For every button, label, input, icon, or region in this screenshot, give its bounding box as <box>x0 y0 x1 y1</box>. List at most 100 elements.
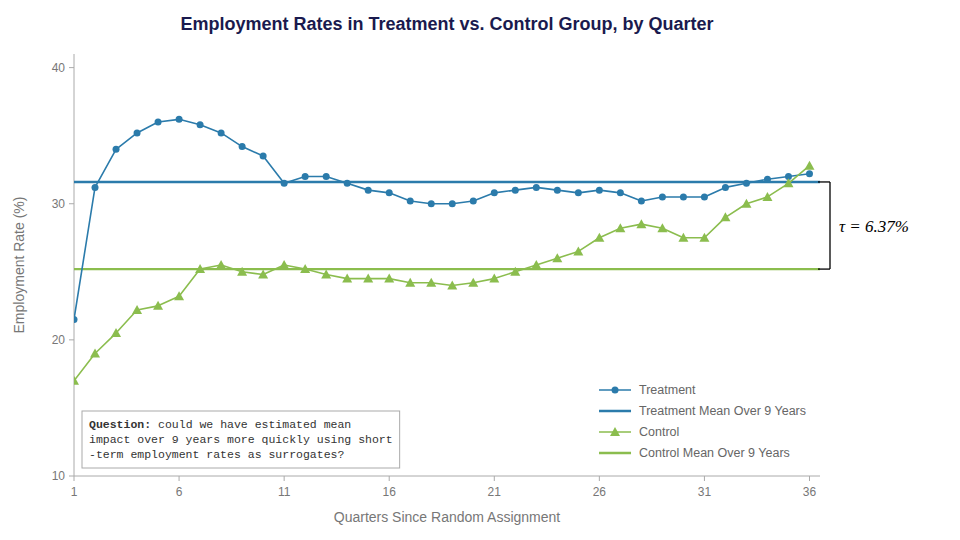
marker <box>447 280 457 289</box>
x-tick <box>809 476 810 481</box>
marker <box>153 301 163 310</box>
marker <box>762 192 772 201</box>
chart: Employment Rates in Treatment vs. Contro… <box>0 0 960 540</box>
x-tick <box>599 476 600 481</box>
marker <box>363 274 373 283</box>
legend-swatch <box>599 410 631 412</box>
marker <box>699 233 709 242</box>
marker <box>806 170 813 177</box>
annotation-line: could we have estimated mean <box>151 418 351 431</box>
marker <box>573 246 583 255</box>
bracket-tick <box>818 181 830 182</box>
marker <box>197 121 204 128</box>
marker <box>321 270 331 279</box>
marker <box>216 260 226 269</box>
annotation-box <box>82 411 400 468</box>
marker <box>260 153 267 160</box>
marker <box>783 178 793 187</box>
marker <box>174 291 184 300</box>
x-tick-label: 31 <box>698 485 712 499</box>
legend-label: Treatment <box>639 383 696 397</box>
marker <box>804 161 814 170</box>
marker <box>531 260 541 269</box>
marker <box>407 198 414 205</box>
marker <box>113 146 120 153</box>
bracket-line <box>829 182 830 269</box>
marker <box>302 173 309 180</box>
marker <box>132 305 142 314</box>
marker <box>657 223 667 232</box>
marker <box>426 278 436 287</box>
marker <box>258 270 268 279</box>
marker <box>111 328 121 337</box>
x-tick-label: 21 <box>488 485 502 499</box>
marker <box>218 129 225 136</box>
marker <box>678 233 688 242</box>
y-tick-label: 10 <box>52 469 66 483</box>
marker <box>90 348 100 357</box>
marker <box>741 199 751 208</box>
marker <box>155 119 162 126</box>
marker <box>743 180 750 187</box>
x-axis-label: Quarters Since Random Assignment <box>334 509 561 525</box>
legend: Treatment Treatment Mean Over 9 Years Cont… <box>599 383 806 460</box>
marker <box>342 274 352 283</box>
plot-area <box>74 116 820 385</box>
marker <box>617 189 624 196</box>
legend-label: Control <box>639 425 679 439</box>
marker <box>386 189 393 196</box>
marker <box>237 267 247 276</box>
x-tick <box>494 476 495 481</box>
x-tick-label: 16 <box>383 485 397 499</box>
x-tick <box>74 476 75 481</box>
marker <box>323 173 330 180</box>
annotation-line: impact over 9 years more quickly using s… <box>89 433 393 446</box>
marker <box>680 193 687 200</box>
title: Employment Rates in Treatment vs. Contro… <box>180 14 713 34</box>
marker <box>720 212 730 221</box>
marker <box>615 223 625 232</box>
series-line <box>74 166 809 381</box>
marker <box>449 200 456 207</box>
marker <box>176 116 183 123</box>
marker <box>636 219 646 228</box>
legend-label: Treatment Mean Over 9 Years <box>639 404 806 418</box>
bracket <box>818 182 830 269</box>
annotation-line: -term employment rates as surrogates? <box>89 448 344 461</box>
marker <box>552 253 562 262</box>
mean-line <box>74 181 820 183</box>
y-axis-line <box>74 54 75 476</box>
marker <box>281 180 288 187</box>
x-tick <box>284 476 285 481</box>
marker <box>405 278 415 287</box>
marker <box>74 376 79 385</box>
marker <box>279 260 289 269</box>
y-tick-label: 40 <box>52 61 66 75</box>
x-tick <box>389 476 390 481</box>
y-tick <box>69 203 74 204</box>
bracket-label: τ = 6.37% <box>839 217 909 236</box>
marker <box>74 316 78 323</box>
x-tick <box>179 476 180 481</box>
annotation-bold: Question: <box>89 418 151 431</box>
marker <box>428 200 435 207</box>
marker <box>134 129 141 136</box>
y-tick <box>69 476 74 477</box>
y-axis-label: Employment Rate (%) <box>11 197 27 334</box>
y-tick <box>69 67 74 68</box>
marker <box>575 189 582 196</box>
y-tick-label: 20 <box>52 333 66 347</box>
marker <box>594 233 604 242</box>
x-tick-label: 36 <box>803 485 817 499</box>
marker <box>239 143 246 150</box>
annotation: Question: could we have estimated mean im… <box>82 411 400 468</box>
marker <box>764 176 771 183</box>
mean-line <box>74 268 820 270</box>
legend-swatch <box>599 452 631 454</box>
marker <box>659 193 666 200</box>
x-axis-line <box>74 476 820 477</box>
legend-label: Control Mean Over 9 Years <box>639 446 790 460</box>
x-tick-label: 1 <box>71 485 78 499</box>
y-tick <box>69 339 74 340</box>
marker <box>638 198 645 205</box>
